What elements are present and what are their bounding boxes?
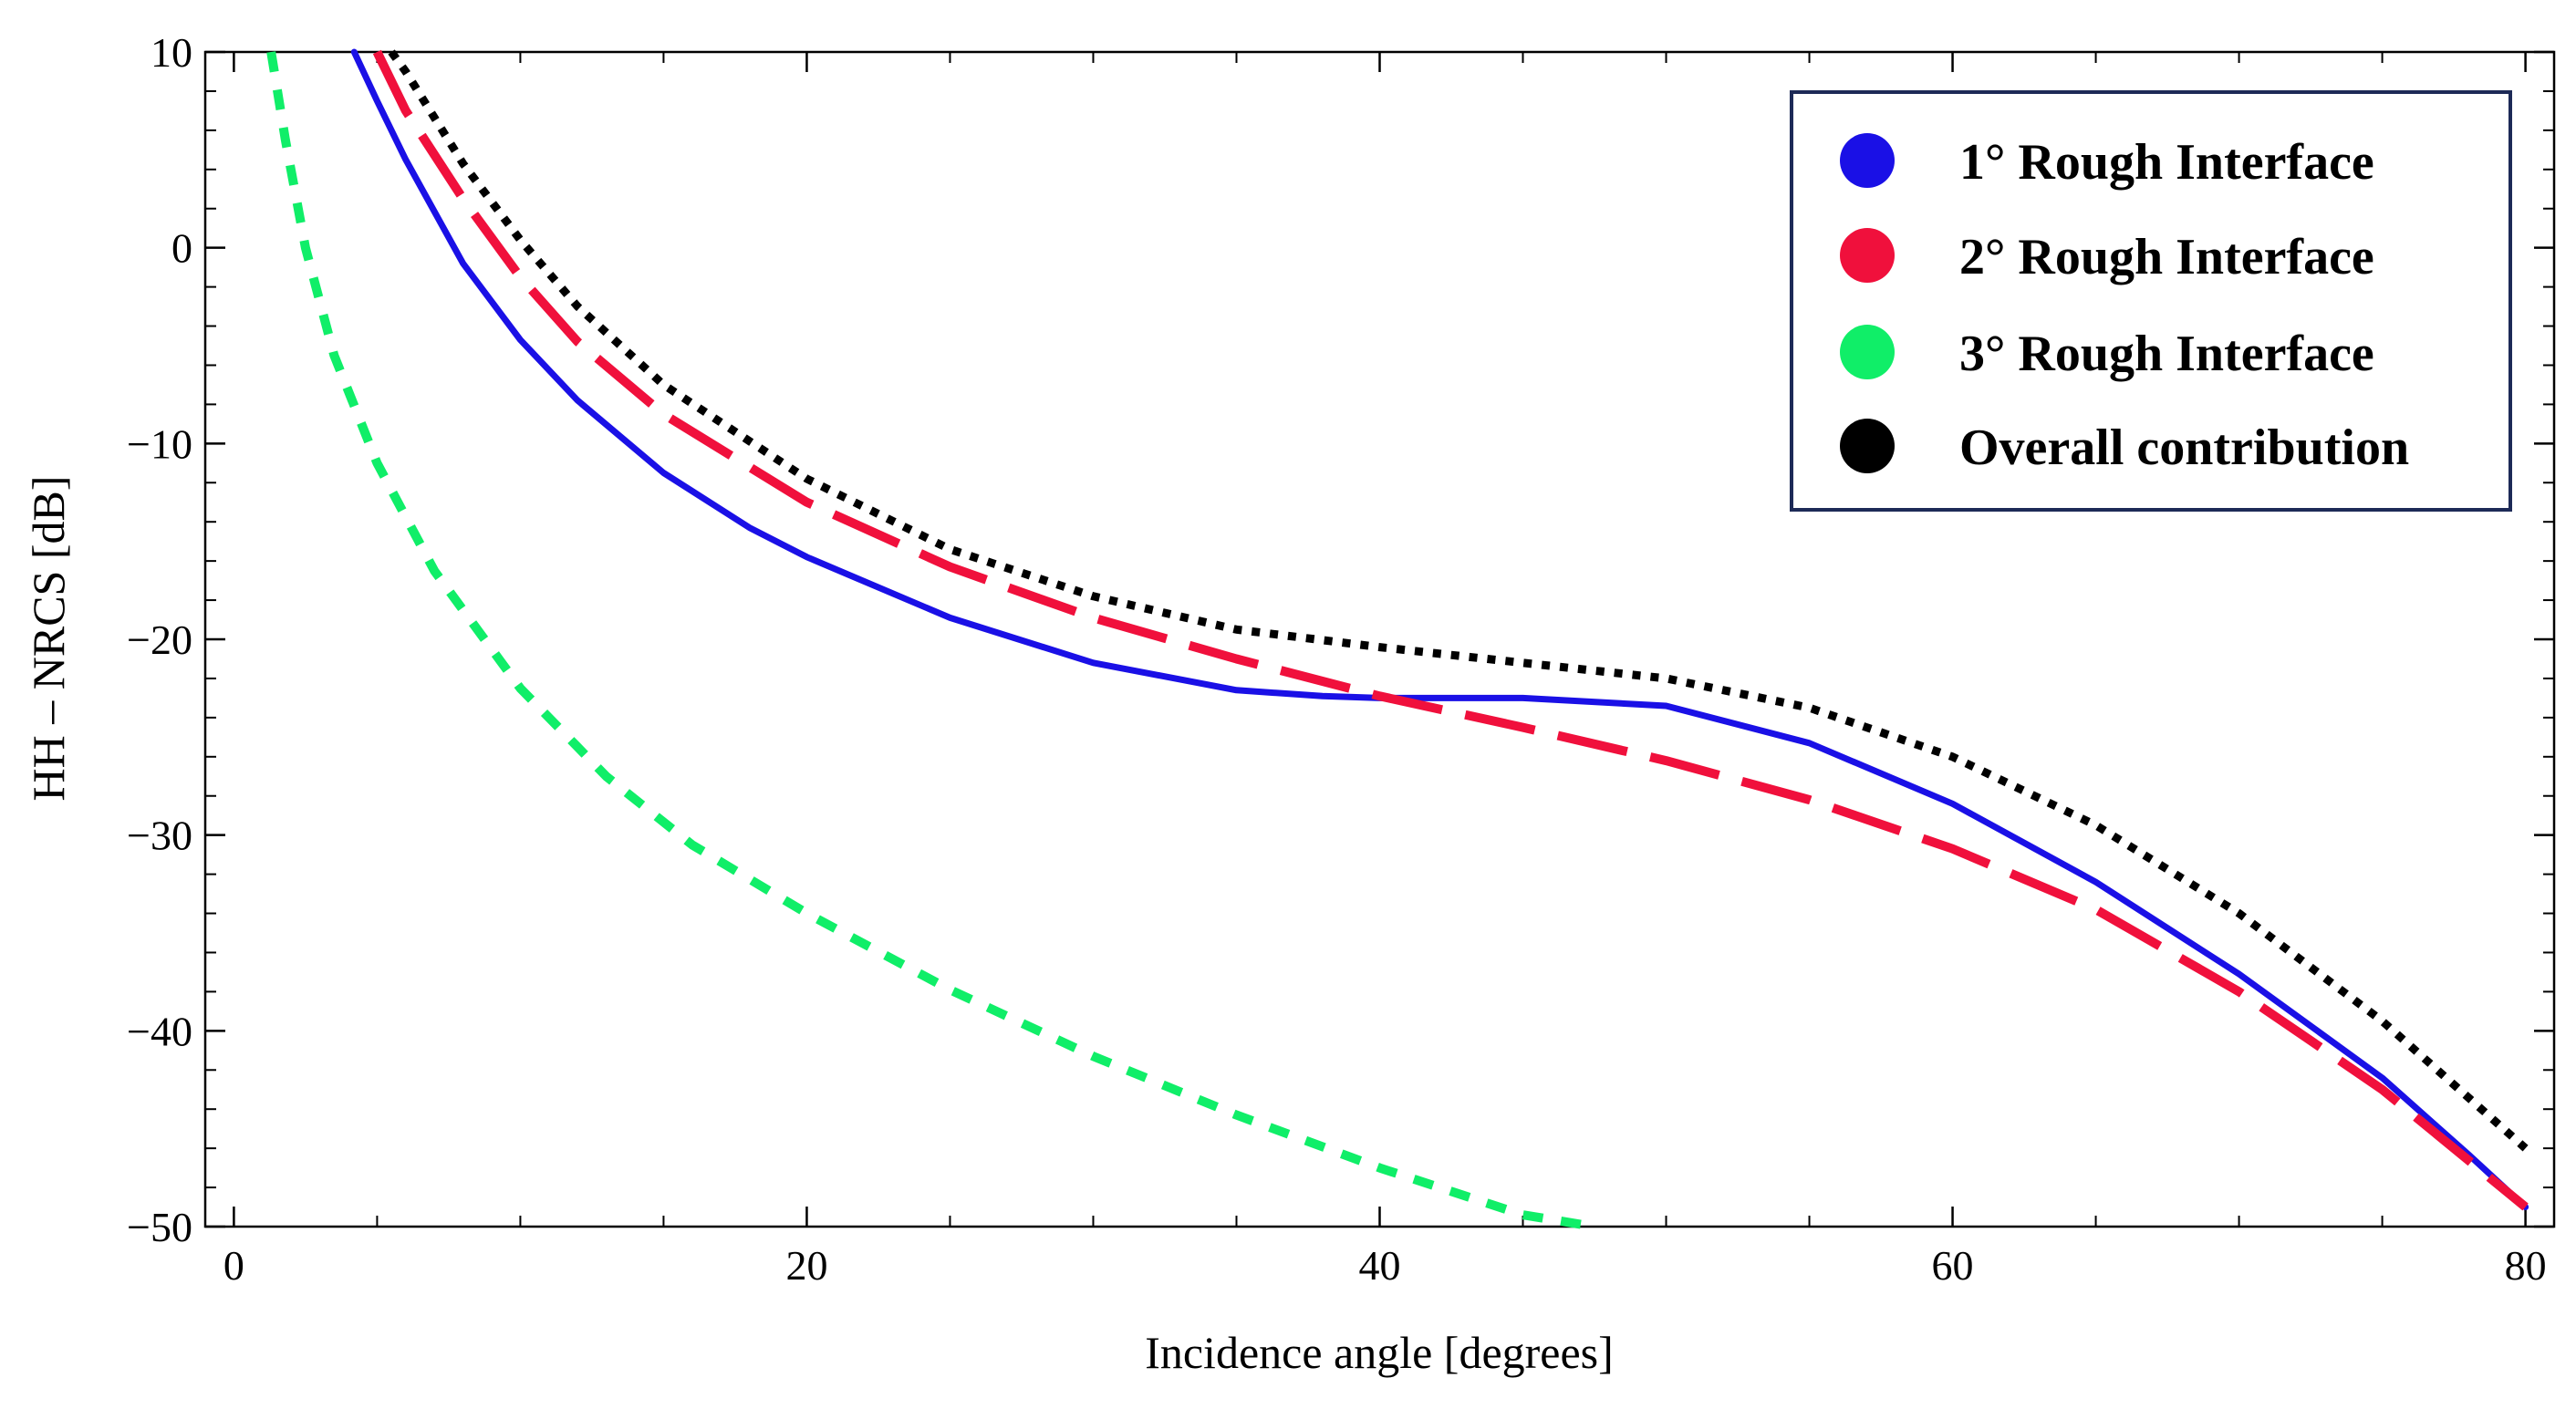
x-axis-title: Incidence angle [degrees] [1145, 1327, 1614, 1378]
y-tick-label: −10 [127, 420, 192, 467]
x-tick-label: 40 [1359, 1242, 1401, 1289]
legend-marker [1840, 419, 1895, 473]
x-tick-label: 20 [785, 1242, 827, 1289]
legend-marker [1840, 133, 1895, 188]
legend-label: 2° Rough Interface [1959, 229, 2374, 285]
y-tick-label: −20 [127, 616, 192, 663]
y-tick-label: −50 [127, 1204, 192, 1250]
x-tick-label: 80 [2505, 1242, 2547, 1289]
series-line-3 [266, 51, 1595, 1231]
series-line-1 [350, 48, 2529, 1210]
legend-label: 1° Rough Interface [1959, 134, 2374, 191]
legend-entries: 1° Rough Interface 2° Rough Interface 3° R… [1840, 133, 2409, 476]
x-tick-label: 60 [1932, 1242, 1974, 1289]
y-tick-label: 0 [171, 225, 192, 272]
y-axis-title: HH – NRCS [dB] [23, 476, 74, 802]
legend-label: Overall contribution [1959, 420, 2409, 476]
legend-marker [1840, 325, 1895, 379]
legend-marker [1840, 228, 1895, 283]
legend-label: 3° Rough Interface [1959, 326, 2374, 382]
y-tick-label: −40 [127, 1008, 192, 1054]
legend: 1° Rough Interface 2° Rough Interface 3° R… [1790, 90, 2512, 512]
x-tick-label: 0 [223, 1242, 244, 1289]
series-layer [266, 48, 2529, 1231]
legend-box [1790, 90, 2512, 512]
series-line-4 [388, 49, 2529, 1152]
y-tick-label: −30 [127, 813, 192, 859]
series-line-2 [372, 49, 2529, 1211]
y-tick-label: 10 [151, 29, 192, 76]
